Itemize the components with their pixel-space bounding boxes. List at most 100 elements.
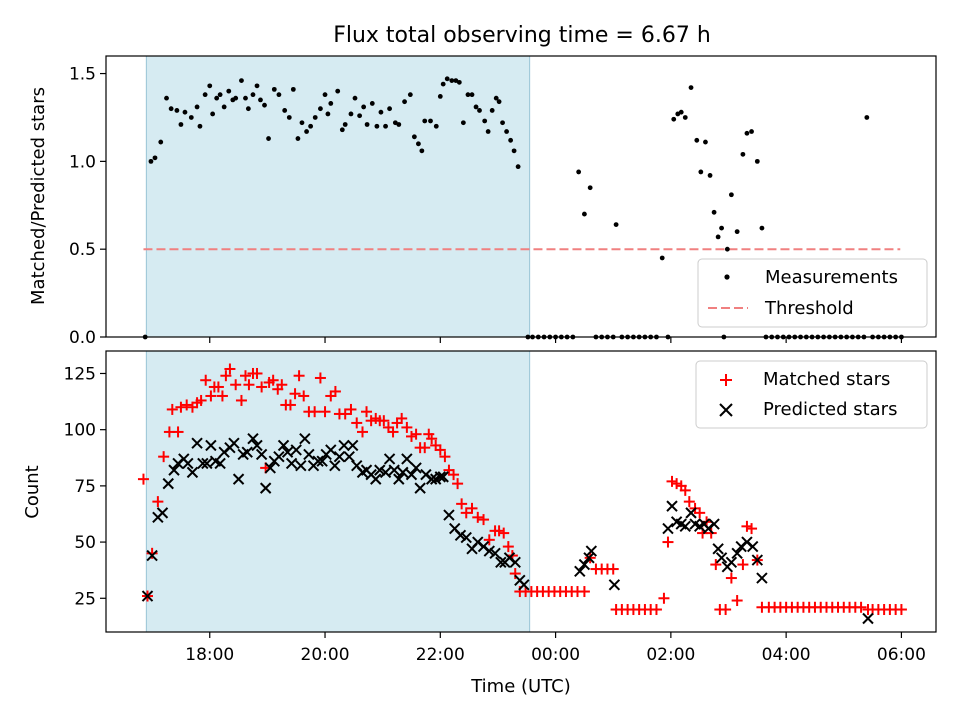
measurement-point (489, 108, 495, 113)
matched-star-point (694, 507, 706, 519)
predicted-star-point (666, 500, 678, 512)
ratio-legend-box (697, 258, 928, 328)
predicted-star-point (460, 531, 472, 544)
predicted-star-point (241, 446, 253, 458)
matched-star-point (212, 381, 224, 393)
matched-star-point (396, 412, 408, 424)
matched-star-point (166, 403, 178, 415)
predicted-star-point (414, 482, 426, 494)
predicted-star-point (583, 552, 595, 564)
measurement-point (511, 148, 517, 154)
measurement-point (711, 209, 717, 215)
measurement-point (460, 120, 466, 126)
measurement-point (299, 120, 305, 126)
measurement-point (587, 185, 593, 191)
measurement-point (613, 222, 619, 228)
predicted-star-point (197, 457, 209, 470)
measurement-point (322, 92, 328, 98)
count-y-axis-label: Count (22, 465, 43, 518)
matched-star-point (679, 484, 691, 496)
measurement-point (168, 106, 174, 112)
measurement-point (682, 115, 688, 120)
measurement-point (352, 95, 358, 101)
legend-predicted-marker (719, 403, 733, 417)
matched-star-point (855, 601, 867, 613)
measurement-point (715, 234, 721, 240)
legend-measurements-marker (724, 274, 730, 280)
measurement-point (328, 101, 334, 106)
measurement-point (361, 104, 367, 110)
matched-star-point (319, 406, 331, 418)
measurement-point (515, 164, 521, 170)
matched-star-point (439, 451, 451, 463)
measurement-point (339, 127, 345, 133)
measurement-point (369, 101, 375, 106)
measurement-point (508, 137, 514, 143)
predicted-star-point (273, 450, 285, 463)
matched-star-point (351, 417, 363, 429)
count-y-tick-label: 125 (64, 364, 96, 384)
measurement-point (473, 104, 479, 110)
measurement-point (348, 111, 354, 117)
measurement-point (433, 123, 439, 129)
count-plot-frame (105, 350, 937, 633)
measurement-point (419, 148, 425, 154)
matched-star-point (426, 433, 438, 445)
matched-star-point (434, 444, 446, 456)
matched-star-point (200, 374, 212, 386)
predicted-star-point (731, 547, 743, 560)
measurement-point (734, 229, 740, 235)
time-x-tick-label: 22:00 (416, 645, 465, 665)
measurement-point (740, 151, 746, 157)
measurement-point (312, 115, 318, 120)
predicted-star-point (285, 457, 298, 470)
time-x-axis-label: Time (UTC) (470, 676, 571, 697)
predicted-star-point (425, 473, 438, 485)
predicted-star-point (388, 464, 400, 476)
matched-star-point (235, 394, 247, 406)
ratio-y-axis-label: Matched/Predicted stars (28, 87, 49, 305)
measurement-point (582, 211, 587, 217)
count-legend: Matched stars Predicted stars (695, 360, 928, 429)
predicted-star-point (343, 450, 355, 463)
predicted-star-point (247, 432, 259, 445)
predicted-star-point (434, 471, 447, 483)
measurement-point (477, 108, 482, 113)
measurement-point (407, 92, 413, 98)
measurement-point (254, 83, 260, 89)
legend-predicted-label: Predicted stars (763, 399, 897, 420)
predicted-star-point (443, 509, 455, 521)
predicted-star-point (585, 545, 598, 557)
predicted-star-point (370, 473, 382, 485)
observing-window-shade-bottom (145, 350, 531, 633)
measurement-point (308, 123, 314, 129)
measurement-point (688, 85, 694, 91)
matched-star-point (895, 604, 907, 616)
matched-star-point (466, 502, 478, 514)
predicted-star-point (509, 556, 521, 569)
matched-star-point (705, 527, 717, 539)
measurement-point (210, 111, 216, 117)
measurement-point (182, 109, 188, 115)
predicted-star-point (608, 579, 621, 591)
ratio-y-tick-label: 0.5 (69, 240, 96, 260)
matched-star-point (452, 478, 464, 490)
matched-star-point (658, 592, 670, 604)
measurement-point (290, 86, 296, 92)
matched-star-point (172, 426, 184, 438)
count-y-tick-label: 25 (74, 589, 96, 609)
measurement-point (504, 129, 509, 134)
measurement-point (402, 99, 407, 105)
matched-star-point (289, 388, 301, 400)
measurement-point (444, 76, 450, 82)
ratio-y-tick-label: 1.5 (69, 65, 96, 85)
measurement-point (465, 92, 471, 98)
measurement-point (217, 92, 223, 98)
predicted-star-point (214, 457, 226, 470)
measurement-point (148, 158, 154, 164)
count-y-tick-label: 50 (74, 533, 96, 553)
measurement-point (482, 118, 488, 124)
matched-star-point (251, 367, 263, 379)
count-y-tick-label: 100 (64, 421, 96, 441)
predicted-star-point (489, 547, 501, 560)
